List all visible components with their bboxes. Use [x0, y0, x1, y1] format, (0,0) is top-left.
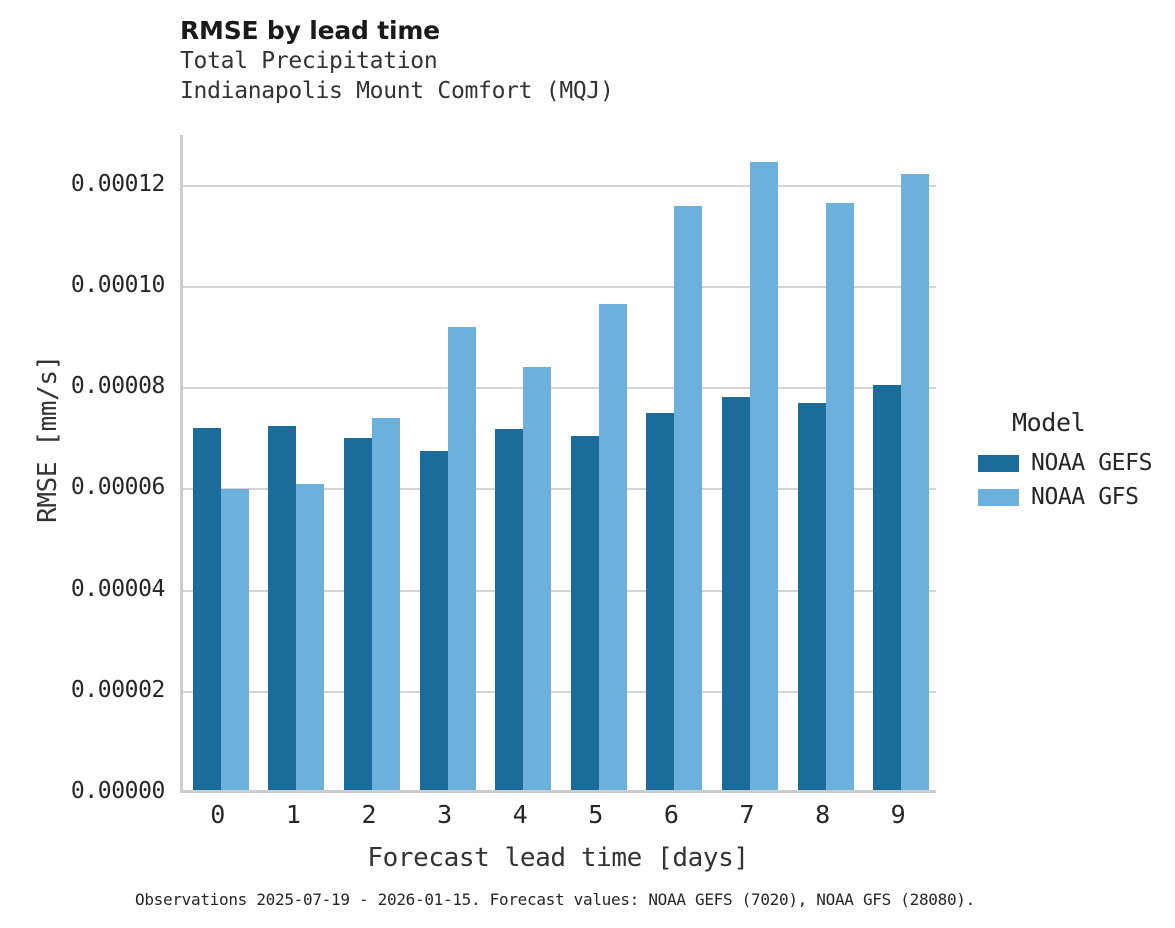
chart-subtitle-station: Indianapolis Mount Comfort (MQJ): [180, 78, 614, 104]
bar-noaa-gefs-day-1[interactable]: [268, 425, 297, 790]
x-axis-tick-label: 9: [890, 800, 906, 829]
x-axis-tick-label: 7: [739, 800, 755, 829]
y-axis-tick-label: 0.00010: [70, 271, 166, 298]
bar-noaa-gfs-day-5[interactable]: [598, 303, 627, 790]
y-axis-tick-label: 0.00008: [70, 373, 166, 400]
chart-caption: Observations 2025-07-19 - 2026-01-15. Fo…: [135, 890, 975, 909]
x-axis-tick-label: 5: [588, 800, 604, 829]
chart-subtitle-variable: Total Precipitation: [180, 48, 438, 74]
legend-swatch-icon-gfs: [978, 488, 1019, 506]
title-block: RMSE by lead time Total Precipitation In…: [180, 16, 1080, 106]
y-axis-title: RMSE [mm/s]: [33, 355, 63, 523]
bar-noaa-gfs-day-0[interactable]: [220, 488, 249, 790]
bar-noaa-gfs-day-8[interactable]: [825, 202, 854, 790]
bar-noaa-gefs-day-8[interactable]: [797, 402, 826, 790]
bar-noaa-gefs-day-7[interactable]: [722, 397, 750, 790]
plot-inner: [183, 135, 936, 790]
bar-noaa-gefs-day-5[interactable]: [570, 435, 599, 790]
legend-label-gefs: NOAA GEFS: [1031, 450, 1153, 476]
x-axis-tick-labels: 0 1 2 3 4 5 6 7 8 9: [180, 800, 936, 836]
x-axis-tick-label: 4: [512, 800, 528, 829]
x-axis-title: Forecast lead time [days]: [367, 843, 749, 873]
legend-title: Model: [1012, 408, 1086, 437]
gridline: [183, 184, 936, 187]
x-axis-tick-label: 8: [815, 800, 831, 829]
plot-area: [180, 135, 936, 793]
bar-noaa-gfs-day-6[interactable]: [674, 205, 703, 790]
gridline: [183, 387, 936, 390]
y-axis-tick-label: 0.00000: [70, 778, 166, 804]
legend-item-noaa-gfs[interactable]: NOAA GFS: [978, 480, 1173, 514]
y-axis-tick-label: 0.00006: [70, 474, 166, 501]
gridline: [183, 488, 936, 491]
bar-noaa-gefs-day-0[interactable]: [192, 428, 221, 790]
bar-noaa-gefs-day-3[interactable]: [419, 450, 448, 790]
bar-noaa-gefs-day-9[interactable]: [873, 385, 902, 790]
gridline: [183, 285, 936, 288]
x-axis-tick-label: 3: [437, 800, 453, 829]
bar-noaa-gfs-day-3[interactable]: [447, 327, 476, 790]
x-axis-tick-label: 0: [210, 800, 226, 829]
legend-swatch-icon-gefs: [978, 454, 1019, 472]
x-axis-tick-label: 1: [285, 800, 301, 829]
x-axis-tick-label: 6: [663, 800, 679, 829]
y-axis-tick-labels: 0.00000 0.00002 0.00004 0.00006 0.00008 0.000…: [0, 135, 166, 804]
bar-noaa-gefs-day-6[interactable]: [646, 412, 675, 790]
y-axis-tick-label: 0.00004: [70, 575, 166, 602]
gridline: [183, 589, 936, 592]
legend-item-noaa-gefs[interactable]: NOAA GEFS: [978, 446, 1173, 480]
bar-noaa-gefs-day-4[interactable]: [495, 428, 524, 790]
bar-noaa-gefs-day-2[interactable]: [344, 438, 372, 790]
legend: Model NOAA GEFS NOAA GFS: [978, 408, 1173, 514]
gridline: [183, 690, 936, 693]
legend-label-gfs: NOAA GFS: [1031, 484, 1139, 510]
bar-noaa-gfs-day-1[interactable]: [296, 484, 325, 790]
y-axis-tick-label: 0.00012: [70, 170, 166, 197]
bar-noaa-gfs-day-4[interactable]: [523, 367, 552, 790]
bar-noaa-gfs-day-7[interactable]: [750, 162, 778, 790]
bar-noaa-gfs-day-9[interactable]: [901, 174, 930, 790]
x-axis-tick-label: 2: [361, 800, 377, 829]
y-axis-tick-label: 0.00002: [70, 676, 166, 703]
page-title: RMSE by lead time: [180, 16, 440, 45]
bar-noaa-gfs-day-2[interactable]: [372, 417, 400, 790]
